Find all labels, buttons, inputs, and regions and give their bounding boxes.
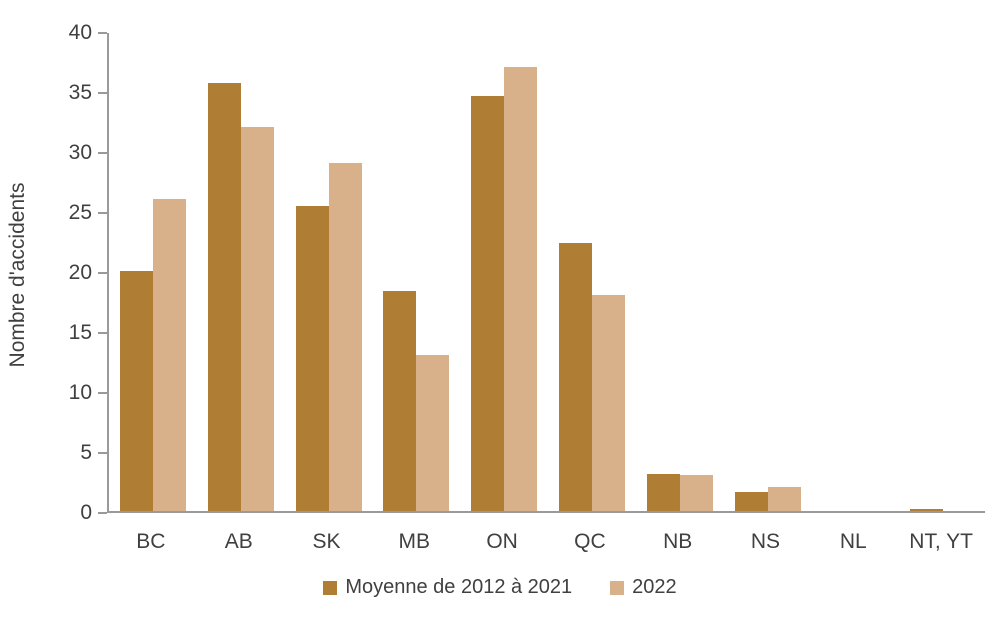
bar-moyenne-BC <box>119 271 153 511</box>
y-tick-mark <box>98 92 107 94</box>
bar-s2022-SK <box>328 163 362 511</box>
bar-moyenne-MB <box>383 291 417 511</box>
x-tick-label: AB <box>224 530 253 553</box>
x-tick-label: QC <box>574 530 606 553</box>
legend-item-moyenne: Moyenne de 2012 à 2021 <box>323 576 572 599</box>
x-tick-label: NS <box>750 530 781 553</box>
legend-item-2022: 2022 <box>610 576 677 599</box>
y-tick-mark <box>98 512 107 514</box>
bar-moyenne-ON <box>471 95 505 511</box>
legend-label-2022: 2022 <box>632 576 677 598</box>
bar-s2022-ON <box>504 67 538 511</box>
legend-swatch-moyenne <box>323 580 338 595</box>
legend: Moyenne de 2012 à 2021 2022 <box>0 576 1000 599</box>
plot-area <box>107 33 985 513</box>
bar-s2022-AB <box>240 127 274 511</box>
y-tick-label: 0 <box>80 501 92 524</box>
x-tick-label: ON <box>486 530 518 553</box>
x-tick-label: SK <box>312 530 341 553</box>
x-tick-label: NB <box>663 530 693 553</box>
bar-moyenne-SK <box>295 206 329 511</box>
y-tick-label: 10 <box>68 381 92 404</box>
bar-moyenne-NTYT <box>910 508 944 511</box>
y-tick-mark <box>98 332 107 334</box>
y-axis-title: Nombre d'accidents <box>6 182 29 368</box>
x-tick-label: NL <box>839 530 867 553</box>
y-tick-mark <box>98 152 107 154</box>
bar-s2022-BC <box>152 199 186 511</box>
y-tick-mark <box>98 212 107 214</box>
bar-moyenne-NS <box>734 491 768 511</box>
bar-s2022-QC <box>591 295 625 511</box>
bar-moyenne-QC <box>558 243 592 511</box>
x-tick-label: BC <box>136 530 166 553</box>
y-tick-label: 15 <box>68 321 92 344</box>
y-tick-label: 40 <box>68 21 92 44</box>
legend-label-moyenne: Moyenne de 2012 à 2021 <box>345 576 573 598</box>
y-tick-mark <box>98 32 107 34</box>
y-tick-mark <box>98 392 107 394</box>
y-tick-label: 30 <box>68 141 92 164</box>
legend-swatch-2022 <box>610 580 625 595</box>
y-tick-mark <box>98 452 107 454</box>
bar-s2022-MB <box>416 355 450 511</box>
y-tick-label: 35 <box>68 81 92 104</box>
y-tick-label: 20 <box>68 261 92 284</box>
x-tick-label: NT, YT <box>909 530 973 553</box>
bar-moyenne-AB <box>207 82 241 511</box>
y-tick-label: 25 <box>68 201 92 224</box>
x-tick-label: MB <box>398 530 431 553</box>
y-tick-mark <box>98 272 107 274</box>
bar-s2022-NS <box>767 487 801 511</box>
bar-moyenne-NB <box>646 473 680 511</box>
y-tick-label: 5 <box>80 441 92 464</box>
bar-s2022-NB <box>679 475 713 511</box>
